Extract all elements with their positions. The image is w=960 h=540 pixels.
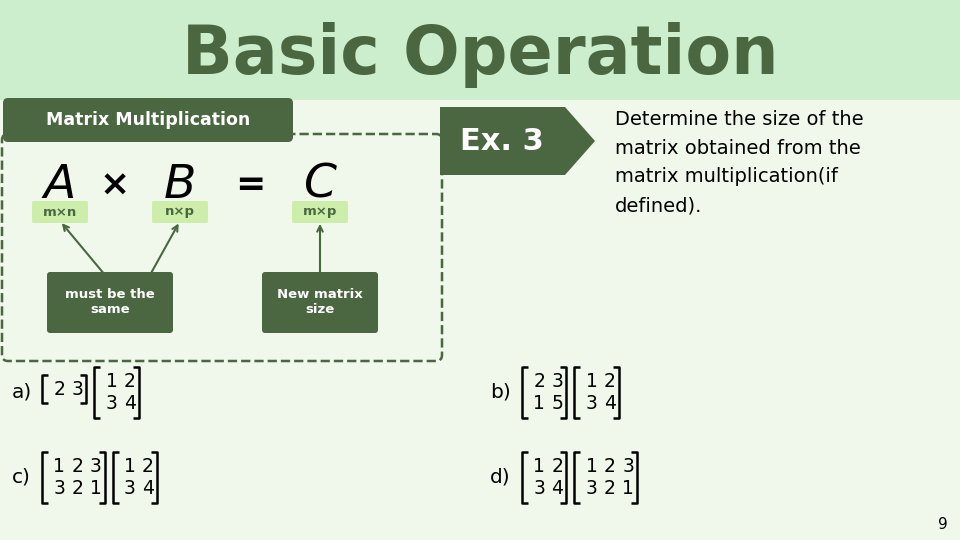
FancyBboxPatch shape (32, 201, 88, 223)
Text: 4: 4 (551, 479, 564, 498)
Text: 3: 3 (551, 372, 564, 390)
Text: New matrix
size: New matrix size (277, 288, 363, 316)
Text: 1: 1 (586, 372, 597, 390)
Text: m×n: m×n (43, 206, 77, 219)
Text: m×p: m×p (302, 206, 337, 219)
Text: 3: 3 (106, 394, 117, 413)
Text: 3: 3 (622, 457, 634, 476)
Text: 2: 2 (604, 457, 615, 476)
Text: 2: 2 (71, 479, 84, 498)
Text: 1: 1 (533, 457, 545, 476)
Text: 1: 1 (53, 457, 65, 476)
Text: 2: 2 (604, 479, 615, 498)
Text: 3: 3 (71, 380, 84, 399)
FancyBboxPatch shape (152, 201, 208, 223)
Text: 2: 2 (71, 457, 84, 476)
Text: =: = (235, 168, 265, 202)
Text: Determine the size of the
matrix obtained from the
matrix multiplication(if
defi: Determine the size of the matrix obtaine… (615, 110, 864, 215)
Text: b): b) (490, 382, 511, 402)
Text: 4: 4 (142, 479, 154, 498)
Text: 2: 2 (142, 457, 154, 476)
Text: ×: × (100, 168, 131, 202)
Text: 1: 1 (106, 372, 117, 390)
Text: 2: 2 (53, 380, 65, 399)
Text: 1: 1 (586, 457, 597, 476)
Text: 4: 4 (124, 394, 135, 413)
Text: Basic Operation: Basic Operation (181, 22, 779, 88)
Text: c): c) (12, 468, 31, 487)
FancyBboxPatch shape (292, 201, 348, 223)
FancyBboxPatch shape (262, 272, 378, 333)
Text: n×p: n×p (165, 206, 195, 219)
Polygon shape (440, 107, 595, 175)
Text: 9: 9 (938, 517, 948, 532)
Text: Ex. 3: Ex. 3 (460, 126, 544, 156)
FancyBboxPatch shape (47, 272, 173, 333)
Text: A: A (44, 163, 76, 207)
Text: 3: 3 (89, 457, 102, 476)
Text: 3: 3 (586, 479, 597, 498)
Text: d): d) (490, 468, 511, 487)
Text: 2: 2 (551, 457, 564, 476)
Text: 2: 2 (533, 372, 545, 390)
FancyBboxPatch shape (2, 134, 442, 361)
Text: 3: 3 (124, 479, 135, 498)
Text: a): a) (12, 382, 33, 402)
Text: C: C (303, 163, 337, 207)
Text: 2: 2 (604, 372, 615, 390)
Text: 5: 5 (551, 394, 564, 413)
FancyBboxPatch shape (3, 98, 293, 142)
Text: Matrix Multiplication: Matrix Multiplication (46, 111, 251, 129)
Text: 1: 1 (89, 479, 102, 498)
Text: 3: 3 (53, 479, 65, 498)
Text: 3: 3 (533, 479, 545, 498)
Text: 2: 2 (124, 372, 135, 390)
Text: 3: 3 (586, 394, 597, 413)
Text: must be the
same: must be the same (65, 288, 155, 316)
Text: 4: 4 (604, 394, 615, 413)
Text: 1: 1 (124, 457, 135, 476)
FancyBboxPatch shape (0, 0, 960, 100)
Text: 1: 1 (622, 479, 634, 498)
Text: 1: 1 (533, 394, 545, 413)
Text: B: B (164, 163, 196, 207)
